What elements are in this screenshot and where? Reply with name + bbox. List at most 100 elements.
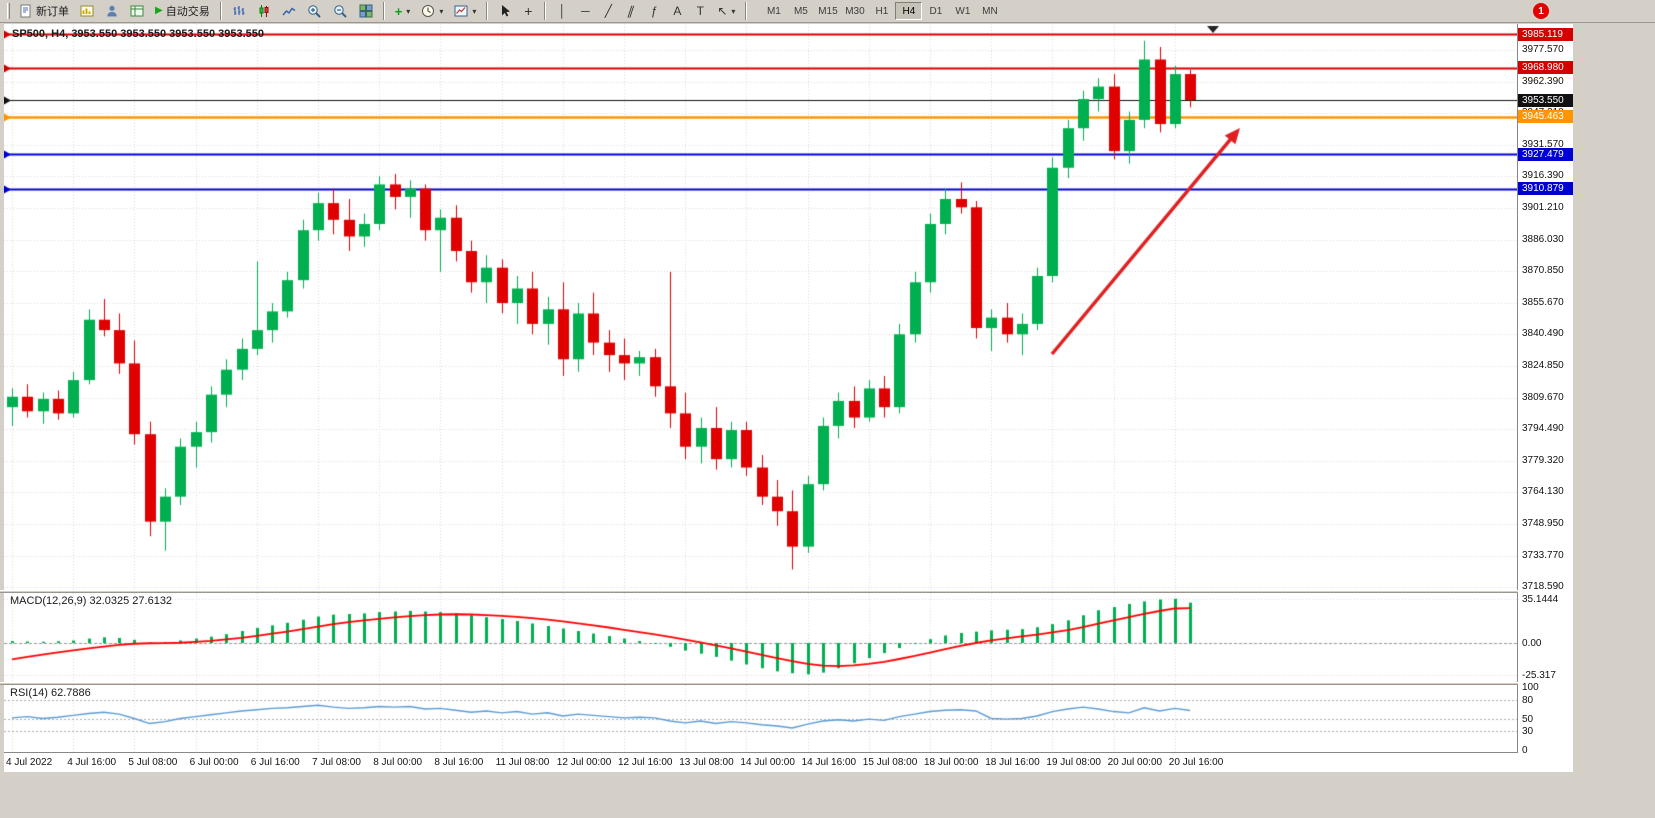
- trendline-button[interactable]: ╱: [597, 1, 619, 21]
- fibonacci-button[interactable]: ƒ: [643, 1, 665, 21]
- fibonacci-icon: ƒ: [651, 4, 658, 18]
- rsi-axis-label: 30: [1522, 726, 1534, 738]
- timeframe-button-h1[interactable]: H1: [875, 5, 889, 17]
- timeframe-button-w1[interactable]: W1: [955, 5, 971, 17]
- autotrading-button[interactable]: ▶ 自动交易: [150, 1, 215, 21]
- price-line-badge: 3985.119: [1518, 27, 1573, 41]
- time-axis-label: 8 Jul 00:00: [373, 757, 423, 768]
- toolbar-separator: [745, 2, 748, 20]
- main-chart-canvas[interactable]: [4, 24, 1518, 590]
- bar-chart-icon: [233, 6, 245, 15]
- time-axis-label: 6 Jul 16:00: [250, 757, 300, 768]
- time-axis-label: 4 Jul 16:00: [67, 757, 117, 768]
- crosshair-button[interactable]: +: [517, 1, 539, 21]
- data-window-icon: [130, 5, 144, 17]
- chevron-down-icon: ▾: [731, 6, 736, 16]
- notification-badge[interactable]: 1: [1533, 3, 1549, 19]
- price-axis-label: 3916.390: [1522, 170, 1564, 182]
- timeframe-button-d1[interactable]: D1: [929, 5, 943, 17]
- new-order-icon: [20, 4, 31, 18]
- price-line-badge: 3953.550: [1518, 93, 1573, 107]
- chart-window-icon: [80, 5, 94, 17]
- periods-button[interactable]: ▾: [416, 1, 448, 21]
- price-axis-label: 3977.570: [1522, 44, 1564, 55]
- text-button[interactable]: A: [666, 1, 688, 21]
- price-line-badge: 3910.879: [1518, 182, 1573, 196]
- toolbar-separator: [544, 2, 547, 20]
- rsi-indicator-label: RSI(14) 62.7886: [10, 687, 91, 699]
- text-icon: A: [673, 4, 682, 18]
- price-axis-label: 3886.030: [1522, 233, 1564, 245]
- chevron-down-icon: ▾: [406, 6, 411, 16]
- time-axis-label: 14 Jul 16:00: [801, 757, 857, 768]
- candlestick-chart-button[interactable]: [252, 1, 276, 21]
- timeframe-button-m1[interactable]: M1: [766, 5, 781, 17]
- chart-window-button[interactable]: [75, 1, 99, 21]
- time-axis-label: 13 Jul 08:00: [679, 757, 734, 768]
- macd-indicator-canvas[interactable]: [4, 593, 1518, 682]
- horizontal-line-button[interactable]: ─: [574, 1, 596, 21]
- price-axis-label: 3870.850: [1522, 265, 1564, 277]
- vertical-line-button[interactable]: │: [551, 1, 573, 21]
- autotrading-play-icon: ▶: [155, 5, 163, 16]
- macd-axis-label: 0.00: [1522, 638, 1542, 649]
- arrow-tool-icon: ↖: [717, 4, 728, 18]
- new-order-button[interactable]: 新订单: [14, 1, 74, 21]
- chevron-down-icon: ▾: [439, 6, 444, 16]
- panel-splitter[interactable]: [0, 590, 1573, 593]
- timeframe-button-m15[interactable]: M15: [818, 5, 838, 17]
- time-axis-label: 20 Jul 16:00: [1168, 757, 1224, 768]
- bar-chart-button[interactable]: [227, 1, 251, 21]
- arrow-tools-button[interactable]: ↖ ▾: [712, 1, 740, 21]
- tile-windows-icon: [359, 4, 373, 18]
- chart-symbol-title: SP500, H4, 3953.550 3953.550 3953.550 39…: [12, 28, 265, 40]
- indicators-button[interactable]: + ▾: [390, 1, 416, 21]
- rsi-axis-label: 80: [1522, 694, 1534, 706]
- line-chart-button[interactable]: [277, 1, 301, 21]
- price-scale[interactable]: 3977.5703962.3903947.2103931.5703916.390…: [1518, 24, 1573, 772]
- time-axis-label: 12 Jul 16:00: [618, 757, 673, 768]
- channel-button[interactable]: ∥: [620, 1, 642, 21]
- rsi-axis-label: 0: [1522, 745, 1528, 756]
- time-axis-label: 14 Jul 00:00: [740, 757, 795, 768]
- timeframe-button-mn[interactable]: MN: [982, 5, 998, 17]
- price-axis-label: 3962.390: [1522, 75, 1564, 87]
- rsi-indicator-canvas[interactable]: [4, 685, 1518, 752]
- cursor-button[interactable]: [493, 1, 516, 21]
- price-axis-label: 3748.950: [1522, 518, 1564, 529]
- rsi-axis-label: 50: [1522, 713, 1534, 725]
- data-window-button[interactable]: [125, 1, 149, 21]
- label-icon: T: [696, 4, 705, 18]
- rsi-axis-label: 100: [1522, 682, 1539, 693]
- channel-icon: ∥: [626, 4, 637, 18]
- toolbar-separator: [382, 2, 385, 20]
- zoom-in-button[interactable]: [302, 1, 327, 21]
- price-line-badge: 3968.980: [1518, 61, 1573, 75]
- panel-splitter[interactable]: [0, 682, 1573, 685]
- price-axis-label: 3824.850: [1522, 360, 1564, 371]
- timeframe-toolbar: M1 M5 M15 M30 H1 H4 D1 W1 MN: [760, 2, 1003, 20]
- macd-indicator-label: MACD(12,26,9) 32.0325 27.6132: [10, 595, 173, 607]
- label-button[interactable]: T: [689, 1, 711, 21]
- navigator-button[interactable]: [100, 1, 124, 21]
- timeframe-button-h4[interactable]: H4: [895, 2, 923, 20]
- new-order-label: 新订单: [36, 6, 69, 18]
- toolbar-grip[interactable]: [7, 3, 10, 19]
- price-line-badge: 3927.479: [1518, 147, 1573, 161]
- zoom-out-button[interactable]: [328, 1, 353, 21]
- time-scale[interactable]: 4 Jul 2022 4 Jul 16:00 5 Jul 08:00 6 Jul 00…: [4, 752, 1518, 772]
- tile-windows-button[interactable]: [354, 1, 378, 21]
- macd-axis-label: -25.317: [1522, 669, 1556, 681]
- zoom-in-icon: [308, 4, 321, 18]
- zoom-out-icon: [334, 4, 347, 18]
- macd-axis-label: 35.1444: [1522, 593, 1559, 605]
- template-chart-icon: [454, 5, 468, 17]
- timeframe-button-m5[interactable]: M5: [793, 5, 808, 17]
- time-axis-label: 12 Jul 00:00: [556, 757, 612, 768]
- time-axis-label: 15 Jul 08:00: [862, 757, 918, 768]
- clock-icon: [422, 5, 435, 17]
- timeframe-button-m30[interactable]: M30: [845, 5, 865, 17]
- time-axis-label: 20 Jul 00:00: [1107, 757, 1163, 768]
- templates-button[interactable]: ▾: [449, 1, 481, 21]
